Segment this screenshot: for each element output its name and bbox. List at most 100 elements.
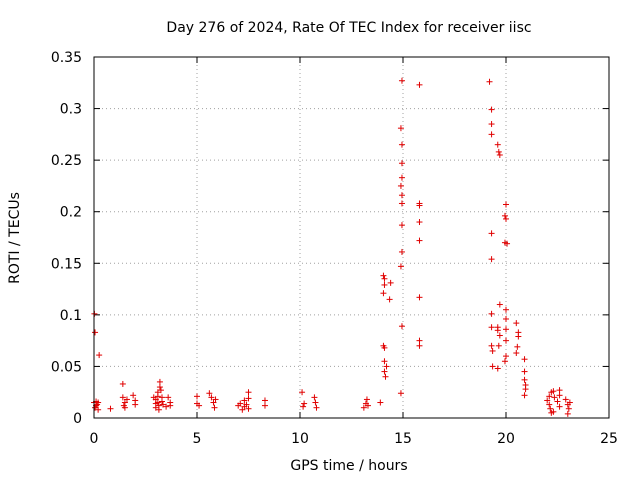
data-point <box>495 342 502 349</box>
x-tick-label: 15 <box>394 431 412 447</box>
data-point <box>416 202 423 209</box>
data-point <box>107 405 114 412</box>
data-point <box>546 393 553 400</box>
data-point <box>488 121 495 128</box>
x-tick-label: 25 <box>600 431 618 447</box>
data-point <box>196 402 203 409</box>
data-point <box>504 240 511 247</box>
data-point <box>416 342 423 349</box>
data-point <box>121 399 128 406</box>
data-point <box>154 393 161 400</box>
data-point <box>488 324 495 331</box>
data-point <box>211 404 218 411</box>
data-point <box>398 248 405 255</box>
data-point <box>119 394 126 401</box>
data-point <box>210 399 217 406</box>
data-point <box>123 396 130 403</box>
data-point <box>521 376 528 383</box>
data-point <box>261 397 268 404</box>
data-point <box>160 401 167 408</box>
data-point <box>311 394 318 401</box>
data-point <box>398 200 405 207</box>
data-point <box>381 344 388 351</box>
data-point <box>237 400 244 407</box>
data-point <box>387 279 394 286</box>
data-point <box>501 212 508 219</box>
data-point <box>239 406 246 413</box>
data-point <box>95 399 102 406</box>
data-point <box>381 281 388 288</box>
data-point <box>398 141 405 148</box>
data-point <box>503 201 509 208</box>
plot-frame <box>93 56 610 419</box>
data-point <box>243 401 250 408</box>
data-point <box>155 406 162 413</box>
x-tick-label: 5 <box>193 431 202 447</box>
data-point <box>397 125 404 132</box>
data-point <box>546 401 553 408</box>
data-point <box>522 386 529 393</box>
data-point <box>488 106 495 113</box>
data-point <box>397 263 404 270</box>
data-point <box>564 410 571 417</box>
data-point <box>513 350 520 357</box>
data-point <box>398 160 405 167</box>
data-point <box>157 387 164 394</box>
data-point <box>261 402 268 409</box>
data-point <box>312 399 319 406</box>
data-point <box>96 352 103 359</box>
data-point <box>130 392 137 399</box>
data-point <box>158 398 165 405</box>
data-point <box>416 219 423 226</box>
data-point <box>488 131 495 138</box>
data-point <box>514 343 521 350</box>
data-point <box>397 390 404 397</box>
data-point <box>501 358 508 365</box>
data-point <box>194 393 200 400</box>
data-point <box>381 275 388 282</box>
data-point <box>398 174 405 181</box>
data-point <box>503 306 509 313</box>
data-point <box>566 399 573 406</box>
data-point <box>489 347 496 354</box>
data-point <box>363 396 370 403</box>
data-point <box>119 380 126 387</box>
y-tick-label: 0.15 <box>51 256 82 272</box>
grid-lines <box>94 57 609 418</box>
data-point <box>495 148 502 155</box>
data-point <box>364 402 371 409</box>
data-point <box>503 353 509 360</box>
y-tick-label: 0.25 <box>51 153 82 169</box>
data-point <box>550 388 557 395</box>
x-tick-label: 20 <box>497 431 515 447</box>
data-points <box>91 77 573 417</box>
data-point <box>245 405 252 412</box>
data-point <box>503 337 509 344</box>
data-point <box>489 363 496 370</box>
data-point <box>398 323 405 330</box>
data-point <box>299 389 306 396</box>
data-point <box>360 404 367 411</box>
data-point <box>241 397 248 404</box>
y-tick-label: 0 <box>73 411 82 427</box>
data-point <box>377 399 384 406</box>
y-axis-label: ROTI / TECUs <box>7 192 23 284</box>
x-tick-label: 10 <box>291 431 309 447</box>
data-point <box>496 332 503 339</box>
data-point <box>486 78 493 85</box>
data-point <box>416 294 423 301</box>
data-point <box>380 272 387 279</box>
data-point <box>206 390 213 397</box>
data-point <box>212 396 219 403</box>
data-point <box>383 363 390 370</box>
data-point <box>381 368 388 375</box>
data-point <box>154 399 161 406</box>
data-point <box>95 406 102 413</box>
y-tick-label: 0.35 <box>51 50 82 66</box>
data-point <box>92 329 99 336</box>
data-point <box>397 182 404 189</box>
data-point <box>382 373 389 380</box>
data-point <box>488 256 495 263</box>
